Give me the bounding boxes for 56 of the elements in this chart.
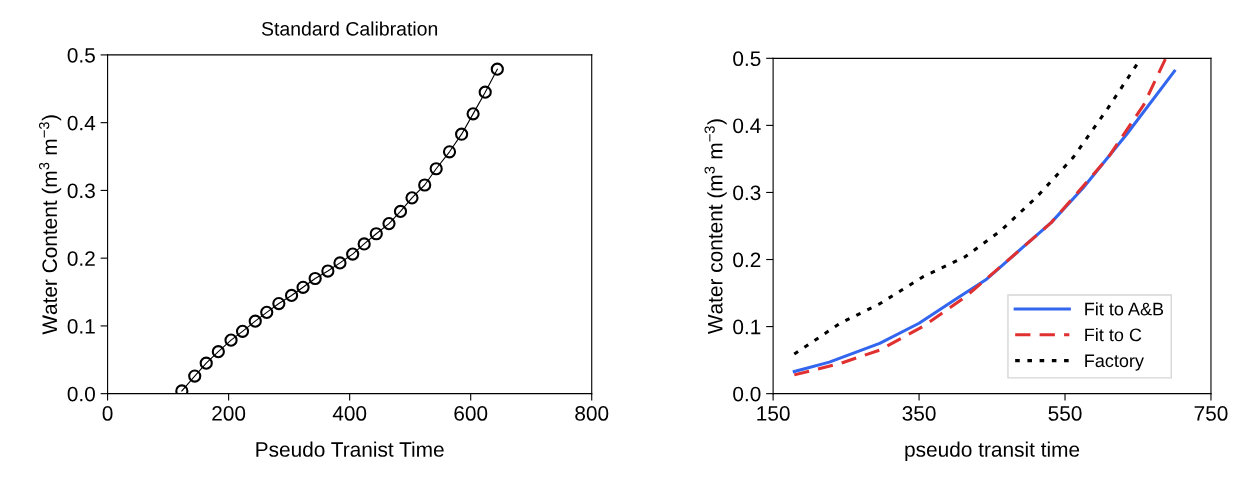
y-tick-label: 0.2	[67, 251, 95, 266]
point	[284, 288, 299, 303]
y-tick-label: 0.1	[733, 319, 761, 335]
point	[175, 384, 189, 394]
point	[211, 345, 225, 359]
x-axis-title: pseudo transit time	[905, 441, 1080, 461]
point	[308, 271, 322, 286]
point	[235, 324, 250, 338]
x-tick-label: 350	[902, 406, 936, 421]
legend-label: Fit to C	[1085, 328, 1142, 342]
point	[248, 314, 262, 328]
point	[333, 256, 347, 270]
point	[346, 247, 360, 261]
x-tick-label: 200	[212, 406, 246, 421]
point	[442, 145, 457, 159]
point	[357, 237, 371, 251]
y-tick-label: 0.0	[67, 386, 95, 402]
chart-title: Standard Calibration	[261, 21, 438, 36]
y-axis-title: Water content (m$^{3}$ m$^{−3}$)	[704, 119, 727, 335]
y-tick-label: 0.3	[733, 185, 761, 201]
x-axis-title: Pseudo Tranist Time	[256, 441, 444, 457]
legend-label: Factory	[1085, 354, 1144, 371]
x-tick-label: 800	[575, 406, 609, 421]
point	[382, 217, 396, 231]
y-axis-title: Water Content (m$^{3}$ m$^{−3}$)	[38, 115, 62, 335]
legend-label: Fit to A&B	[1085, 302, 1164, 316]
point	[272, 296, 286, 311]
x-tick-label: 600	[454, 406, 488, 421]
y-tick-label: 0.1	[67, 318, 95, 334]
y-tick-label: 0.4	[67, 115, 96, 131]
x-tick-label: 0	[102, 406, 113, 421]
y-tick-label: 0.5	[733, 51, 761, 67]
point	[224, 333, 238, 347]
point	[260, 305, 274, 319]
x-tick-label: 150	[757, 406, 790, 421]
point	[490, 62, 504, 76]
y-tick-label: 0.5	[67, 47, 95, 63]
point	[478, 85, 492, 99]
point	[199, 356, 213, 370]
y-tick-label: 0.4	[733, 118, 761, 134]
point	[188, 369, 202, 383]
point	[296, 280, 310, 294]
x-tick-label: 750	[1194, 406, 1228, 421]
point	[418, 178, 432, 192]
y-tick-label: 0.0	[733, 386, 761, 402]
point	[369, 227, 383, 241]
point	[321, 264, 335, 278]
point	[393, 204, 408, 219]
point	[466, 107, 480, 121]
y-tick-label: 0.2	[733, 252, 761, 268]
point	[455, 127, 469, 141]
y-tick-label: 0.3	[67, 183, 95, 199]
x-tick-label: 550	[1048, 406, 1082, 421]
point	[405, 191, 419, 205]
point	[429, 162, 443, 176]
x-tick-label: 400	[332, 406, 367, 421]
